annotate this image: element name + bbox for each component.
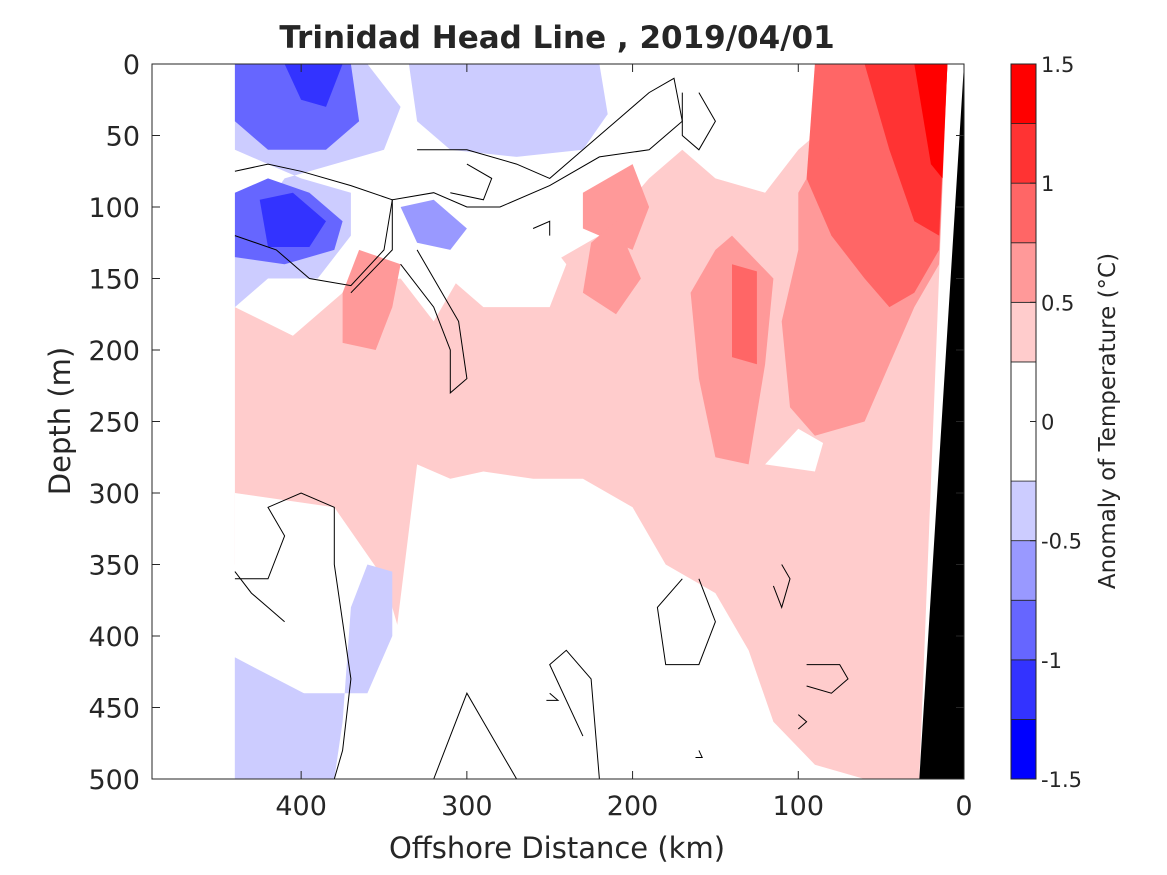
anomaly-region-blue-mid xyxy=(400,199,467,250)
anomaly-region-red-small xyxy=(823,149,848,215)
y-tick-label: 200 xyxy=(88,336,140,367)
contour-line xyxy=(433,692,518,779)
y-tick-label: 150 xyxy=(88,265,140,296)
y-tick-label: 0 xyxy=(123,50,140,81)
y-tick-label: 250 xyxy=(88,408,140,439)
x-tick-label: 200 xyxy=(607,791,659,822)
contour-line xyxy=(234,492,352,779)
contour-line xyxy=(695,750,703,758)
colorbar-swatch xyxy=(1010,182,1037,244)
bathymetry-wedge xyxy=(919,64,964,779)
colorbar-swatch xyxy=(1010,540,1037,601)
y-tick-label: 50 xyxy=(106,122,140,153)
contour-line xyxy=(806,664,849,694)
colorbar-tick-label: -0.5 xyxy=(1041,530,1082,554)
contour-line xyxy=(234,163,393,287)
anomaly-region-salmon-center xyxy=(582,164,650,250)
colorbar-swatch xyxy=(1010,63,1037,124)
colorbar-swatch xyxy=(1010,719,1037,780)
y-tick-label: 300 xyxy=(88,479,140,510)
x-tick-label: 100 xyxy=(773,791,825,822)
colorbar-swatch xyxy=(1010,123,1037,184)
x-tick-label: 300 xyxy=(441,791,493,822)
anomaly-region-red-vertical xyxy=(732,264,757,365)
anomaly-region-pink-band xyxy=(234,64,948,779)
colorbar-swatch xyxy=(1010,301,1037,363)
colorbar-tick-label: 0.5 xyxy=(1041,291,1074,315)
y-axis-label: Depth (m) xyxy=(43,347,77,495)
colorbar-swatch xyxy=(1010,659,1037,720)
colorbar: -1.5 -1 -0.5 0 0.5 1 1.5 xyxy=(1010,53,1082,792)
chart-title: Trinidad Head Line , 2019/04/01 xyxy=(279,20,834,56)
anomaly-region-blue-lower-left2 xyxy=(234,657,335,779)
y-axis: 0 50 100 150 200 250 300 350 400 450 500 xyxy=(88,50,964,796)
colorbar-tick-label: -1 xyxy=(1041,649,1062,673)
contour-line xyxy=(656,578,716,666)
colorbar-tick-label: 1 xyxy=(1041,172,1054,196)
x-axis-label: Offshore Distance (km) xyxy=(389,831,725,865)
y-tick-label: 500 xyxy=(88,765,140,796)
contour-line xyxy=(350,77,683,294)
y-tick-label: 450 xyxy=(88,694,140,725)
colorbar-tick-label: -1.5 xyxy=(1041,768,1082,792)
contour-line xyxy=(681,92,716,151)
y-tick-label: 350 xyxy=(88,551,140,582)
colorbar-swatch xyxy=(1010,480,1037,542)
contour-line xyxy=(549,649,600,779)
contour-line xyxy=(532,220,551,236)
y-tick-label: 100 xyxy=(88,193,140,224)
anomaly-region-red-core2 xyxy=(914,64,948,179)
contour-line xyxy=(797,714,808,730)
anomaly-region-mid-white-patch xyxy=(450,149,567,308)
anomaly-region-salmon-center2 xyxy=(582,221,641,315)
x-tick-label: 400 xyxy=(275,791,327,822)
anomaly-region-salmon-left xyxy=(342,249,401,350)
contour-line xyxy=(234,571,285,623)
contour-line xyxy=(772,564,791,609)
colorbar-swatch xyxy=(1010,242,1037,303)
plot-area xyxy=(151,63,965,780)
anomaly-region-blue-deep-core xyxy=(259,192,326,247)
anomaly-region-blue-upper-center xyxy=(408,64,608,157)
anomaly-region-lower-white xyxy=(234,493,782,779)
colorbar-label: Anomaly of Temperature (°C) xyxy=(1095,253,1121,589)
x-axis: 400 300 200 100 0 xyxy=(275,64,973,822)
y-tick-label: 400 xyxy=(88,622,140,653)
anomaly-region-small-white xyxy=(765,428,824,472)
colorbar-swatch xyxy=(1010,599,1037,661)
x-tick-label: 0 xyxy=(955,791,972,822)
contour-line xyxy=(546,692,560,701)
contour-line xyxy=(400,249,468,394)
anomaly-region-blue-top-core2 xyxy=(284,64,343,107)
colorbar-tick-label: 0 xyxy=(1041,411,1054,435)
contour-line xyxy=(450,163,493,201)
colorbar-tick-label: 1.5 xyxy=(1041,53,1074,77)
